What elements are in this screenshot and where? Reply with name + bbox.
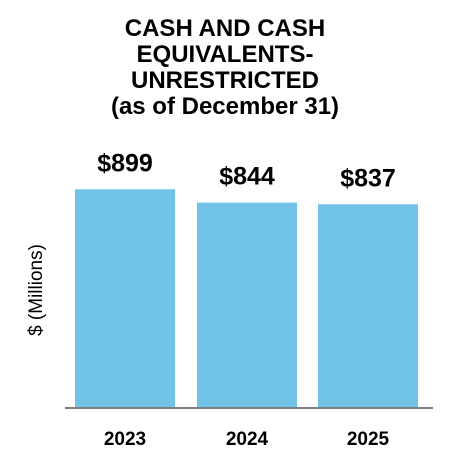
- x-tick-labels-layer: 2023 2024 2025: [104, 429, 390, 450]
- chart-title-line-1: CASH AND CASH: [124, 15, 326, 42]
- bar-2024: [197, 202, 297, 407]
- bars-layer: [75, 189, 418, 407]
- data-labels-layer: $899 $844 $837: [97, 149, 396, 192]
- chart-title-line-2: EQUIVALENTS-: [136, 41, 314, 68]
- chart-title-block: CASH AND CASH EQUIVALENTS- UNRESTRICTED …: [0, 16, 450, 120]
- data-label-2025: $837: [340, 164, 396, 192]
- bar-2023: [75, 189, 175, 407]
- y-axis-label: $ (Millions): [26, 244, 47, 336]
- data-label-2023: $899: [97, 149, 153, 177]
- data-label-2024: $844: [219, 163, 275, 191]
- bar-2025: [318, 204, 418, 407]
- x-tick-label-2024: 2024: [226, 429, 269, 450]
- x-tick-label-2023: 2023: [104, 429, 146, 450]
- x-tick-label-2025: 2025: [347, 429, 390, 450]
- chart-subtitle: (as of December 31): [110, 93, 340, 120]
- chart-title-line-3: UNRESTRICTED: [130, 67, 319, 94]
